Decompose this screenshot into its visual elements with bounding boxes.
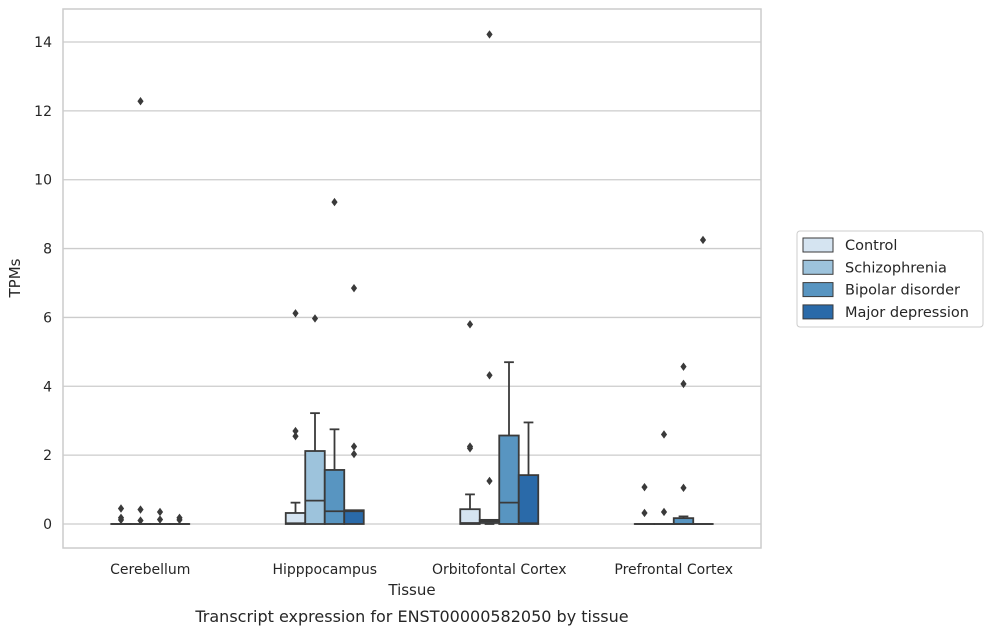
outlier-points (117, 30, 707, 525)
box-body (284, 512, 307, 525)
chart-title: Transcript expression for ENST0000058205… (194, 607, 628, 626)
legend-swatch (802, 237, 834, 253)
y-tick-label: 8 (43, 242, 52, 258)
box-2-1 (478, 518, 501, 525)
box-body (323, 469, 346, 525)
legend-swatch (802, 282, 834, 298)
legend-swatch (802, 304, 834, 320)
legend-label: Schizophrenia (845, 260, 947, 276)
outlier-point (292, 426, 299, 436)
x-tick-label: Cerebellum (110, 562, 190, 578)
outlier-point (680, 483, 687, 493)
outlier-point (486, 476, 493, 486)
box-body (304, 450, 326, 525)
legend-label: Control (845, 238, 897, 254)
box-body (498, 434, 520, 525)
legend-swatch (802, 259, 834, 275)
legend: Control Schizophrenia Bipolar disorder Majo… (796, 230, 984, 328)
box-3-2 (672, 515, 695, 525)
x-tick-label: Prefrontal Cortex (614, 562, 733, 578)
box-2-3 (517, 421, 540, 525)
box-1-2 (323, 428, 346, 525)
y-tick-labels: 0 2 4 6 8 10 12 14 (34, 35, 52, 533)
outlier-point (137, 516, 144, 525)
outlier-point (660, 507, 668, 517)
outlier-point (486, 371, 493, 380)
outlier-point (292, 432, 299, 441)
outlier-point (680, 362, 687, 371)
outlier-point (311, 314, 319, 323)
legend-frame (796, 230, 984, 328)
outlier-point (117, 515, 125, 525)
x-tick-label: Hipppocampus (272, 562, 377, 578)
outlier-point (117, 504, 125, 513)
outlier-point (466, 320, 474, 329)
boxes-layer (110, 361, 714, 525)
outlier-point (641, 508, 648, 518)
outlier-point (331, 197, 338, 207)
y-tick-label: 14 (34, 35, 52, 51)
legend-label: Bipolar disorder (845, 283, 960, 299)
x-axis-title: Tissue (387, 581, 435, 599)
box-1-3 (343, 509, 365, 525)
y-tick-label: 2 (43, 448, 52, 464)
legend-label: Major depression (845, 305, 969, 321)
outlier-point (156, 515, 164, 524)
y-tick-label: 4 (43, 379, 52, 395)
outlier-point (292, 309, 299, 318)
outlier-point (466, 442, 474, 451)
outlier-point (350, 449, 358, 459)
y-tick-label: 0 (43, 517, 52, 533)
outlier-point (137, 505, 144, 514)
box-body (343, 509, 365, 525)
box-1-1 (304, 412, 326, 525)
outlier-point (350, 283, 358, 293)
outlier-point (137, 97, 144, 106)
plot-area (62, 8, 762, 549)
outlier-point (350, 442, 358, 451)
outlier-point (486, 30, 493, 39)
outlier-point (641, 482, 648, 492)
y-axis-title: TPMs (6, 258, 24, 298)
box-1-0 (284, 501, 307, 525)
y-tick-label: 6 (43, 310, 52, 326)
box-body (517, 474, 540, 525)
y-tick-label: 12 (34, 104, 52, 120)
box-body (459, 508, 481, 525)
outlier-point (660, 430, 668, 439)
outlier-point (176, 515, 183, 525)
x-tick-label: Orbitofontal Cortex (432, 562, 567, 578)
outlier-point (680, 379, 687, 389)
outlier-point (156, 507, 164, 517)
x-tick-labels: Cerebellum Hipppocampus Orbitofontal Corte… (110, 562, 733, 578)
outlier-point (699, 235, 707, 245)
box-2-0 (459, 493, 481, 525)
y-tick-label: 10 (34, 173, 52, 189)
